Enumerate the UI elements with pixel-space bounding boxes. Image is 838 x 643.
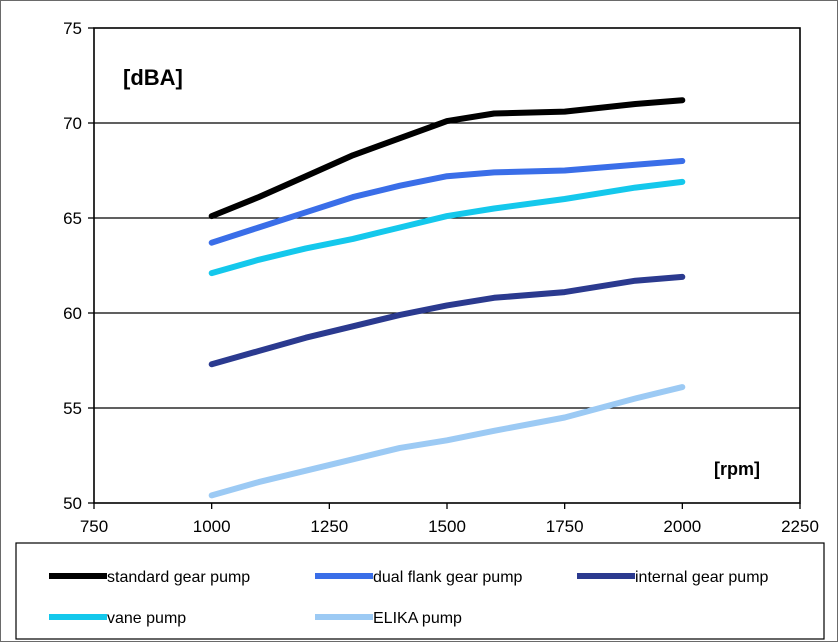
y-tick-label: 75 (63, 19, 82, 38)
series-line-3 (208, 273, 686, 368)
series-line-1 (208, 97, 686, 220)
legend: standard gear pump dual flank gear pump in… (49, 569, 769, 627)
y-axis-unit-label: [dBA] (123, 65, 183, 90)
x-axis-unit-label: [rpm] (714, 459, 760, 479)
x-tick-label: 1000 (193, 517, 231, 536)
legend-box (15, 542, 825, 640)
axis-ticks: 50 55 60 65 70 75 750 1000 1250 1500 1750 2000 2250 (63, 19, 819, 536)
gridlines (94, 122, 800, 409)
x-tick-label: 2000 (663, 517, 701, 536)
legend-label: standard gear pump (107, 569, 250, 586)
legend-label: dual flank gear pump (373, 569, 523, 586)
legend-label: vane pump (107, 610, 186, 627)
legend-label: internal gear pump (635, 569, 769, 586)
x-tick-label: 750 (80, 517, 108, 536)
y-tick-label: 50 (63, 494, 82, 513)
series-lines (208, 97, 686, 499)
y-tick-label: 60 (63, 304, 82, 323)
legend-label: ELIKA pump (373, 610, 462, 627)
x-tick-label: 1500 (428, 517, 466, 536)
y-tick-label: 55 (63, 399, 82, 418)
series-line-5 (208, 384, 686, 499)
series-line-4 (208, 178, 686, 277)
x-tick-label: 2250 (781, 517, 819, 536)
x-tick-label: 1250 (310, 517, 348, 536)
series-line-2 (208, 158, 686, 246)
x-tick-label: 1750 (546, 517, 584, 536)
plot-area-border (93, 27, 801, 504)
y-tick-label: 65 (63, 209, 82, 228)
y-tick-label: 70 (63, 114, 82, 133)
